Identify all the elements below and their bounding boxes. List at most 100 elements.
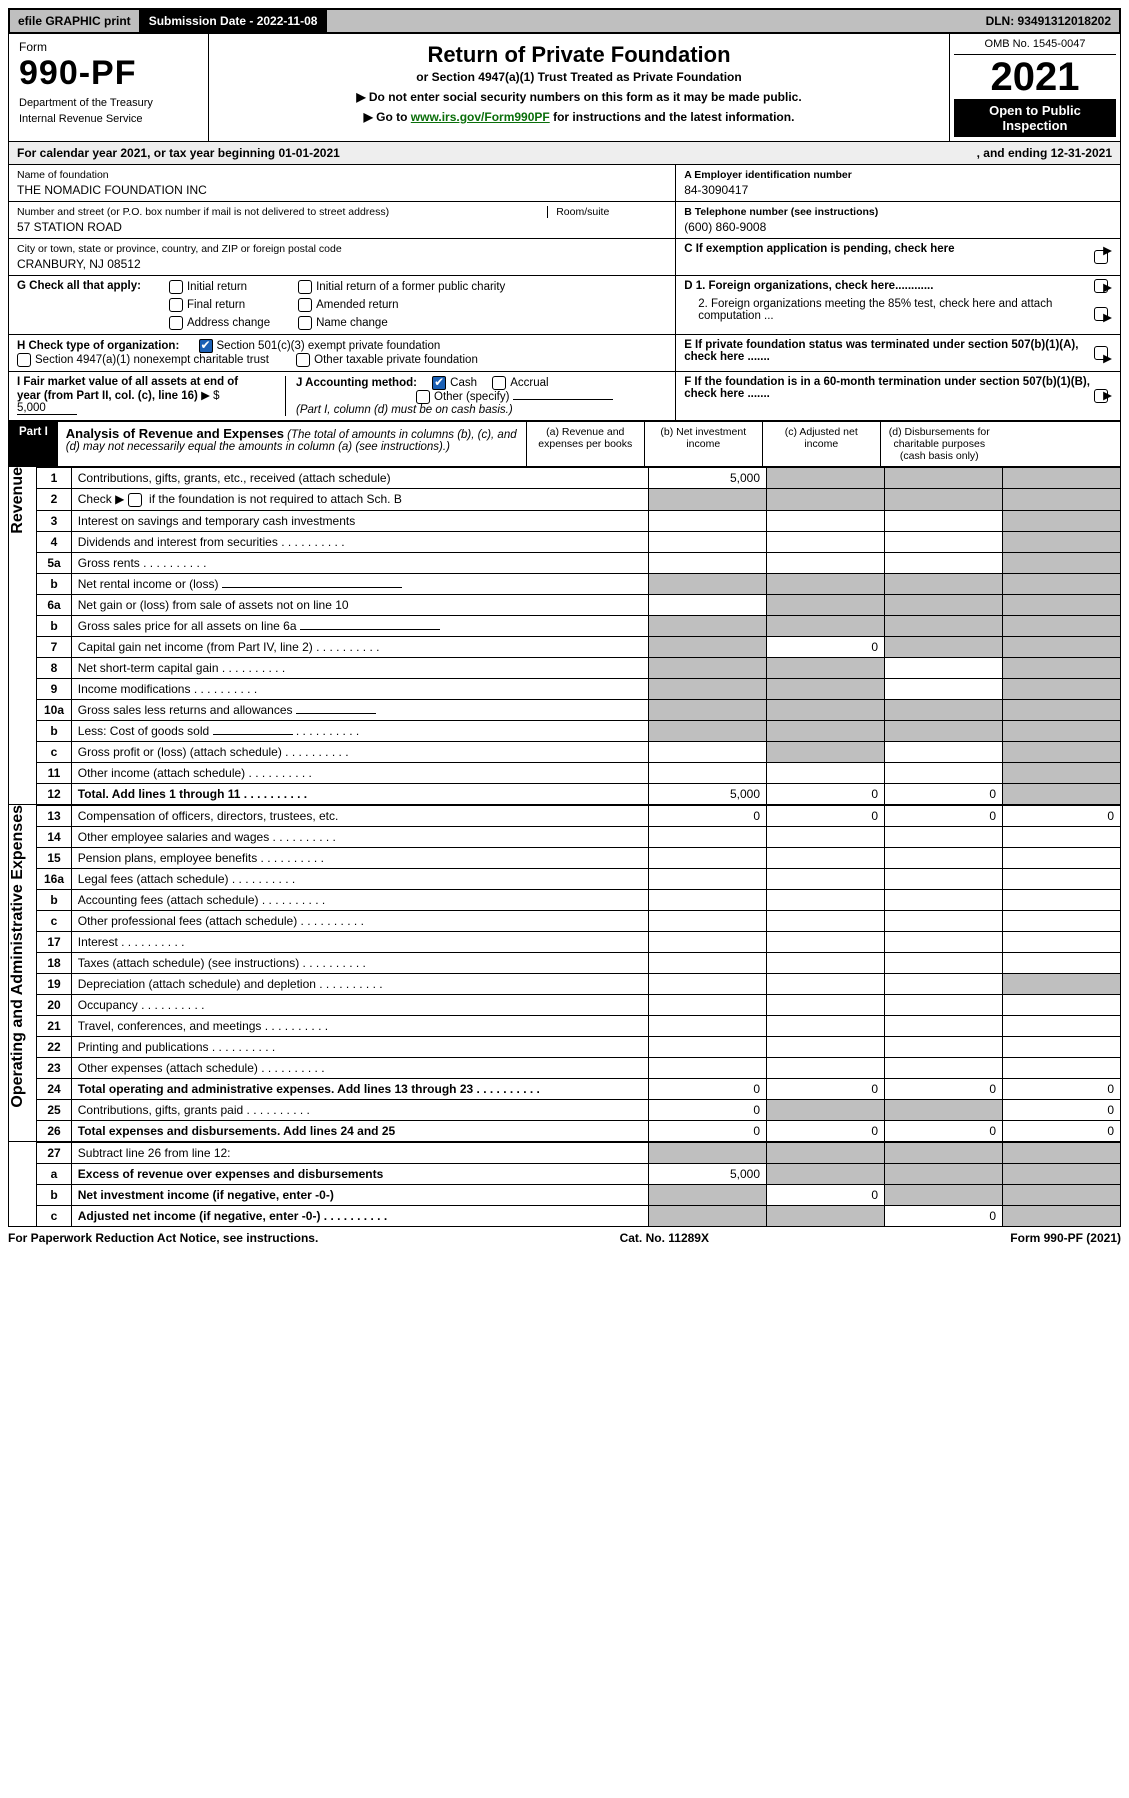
g-opt-initial[interactable]: Initial return — [169, 280, 270, 294]
form-word: Form — [19, 40, 198, 54]
part1-badge: Part I — [9, 422, 58, 466]
efile-topbar: efile GRAPHIC print Submission Date - 20… — [8, 8, 1121, 34]
d2-85pct: 2. Foreign organizations meeting the 85%… — [698, 298, 1052, 322]
row-10a: 10aGross sales less returns and allowanc… — [37, 699, 1120, 720]
g-opt-final[interactable]: Final return — [169, 298, 270, 312]
h-501c3[interactable]: Section 501(c)(3) exempt private foundat… — [199, 340, 441, 352]
d2-checkbox[interactable] — [1094, 307, 1108, 321]
row-16b: bAccounting fees (attach schedule) — [37, 889, 1120, 910]
f-60month: F If the foundation is in a 60-month ter… — [684, 376, 1090, 400]
efile-print[interactable]: efile GRAPHIC print — [10, 10, 141, 32]
part1-header: Part I Analysis of Revenue and Expenses … — [8, 421, 1121, 467]
row-1: 1Contributions, gifts, grants, etc., rec… — [37, 468, 1120, 489]
row-14: 14Other employee salaries and wages — [37, 826, 1120, 847]
form-subtitle: or Section 4947(a)(1) Trust Treated as P… — [217, 70, 941, 84]
row-5b: bNet rental income or (loss) — [37, 573, 1120, 594]
c-exemption: C If exemption application is pending, c… — [684, 243, 954, 255]
i-fmv: 5,000 — [17, 402, 77, 415]
f-checkbox[interactable] — [1094, 389, 1108, 403]
row-5a: 5aGross rents — [37, 552, 1120, 573]
c-checkbox[interactable] — [1094, 250, 1108, 264]
submission-date: Submission Date - 2022-11-08 — [141, 10, 328, 32]
row-8: 8Net short-term capital gain — [37, 657, 1120, 678]
phone-value: (600) 860-9008 — [684, 220, 1112, 234]
ein-value: 84-3090417 — [684, 183, 1112, 197]
paperwork-notice: For Paperwork Reduction Act Notice, see … — [8, 1231, 318, 1245]
row-10c: cGross profit or (loss) (attach schedule… — [37, 741, 1120, 762]
dept-treasury: Department of the Treasury — [19, 97, 198, 109]
col-c-head: (c) Adjusted net income — [762, 422, 880, 466]
form-header: Form 990-PF Department of the Treasury I… — [8, 34, 1121, 142]
j-accrual[interactable]: Accrual — [492, 377, 548, 389]
omb-number: OMB No. 1545-0047 — [954, 38, 1116, 55]
row-11: 11Other income (attach schedule) — [37, 762, 1120, 783]
d1-checkbox[interactable] — [1094, 279, 1108, 293]
g-opt-former[interactable]: Initial return of a former public charit… — [298, 280, 505, 294]
row-7: 7Capital gain net income (from Part IV, … — [37, 636, 1120, 657]
g-opt-address[interactable]: Address change — [169, 316, 270, 330]
irs-label: Internal Revenue Service — [19, 113, 198, 125]
h-4947[interactable]: Section 4947(a)(1) nonexempt charitable … — [17, 354, 269, 366]
row-22: 22Printing and publications — [37, 1036, 1120, 1057]
side-expenses: Operating and Administrative Expenses — [9, 805, 27, 1108]
phone-label: B Telephone number (see instructions) — [684, 206, 1112, 218]
tax-year: 2021 — [954, 57, 1116, 97]
goto-note: Go to www.irs.gov/Form990PF for instruct… — [217, 110, 941, 124]
i-label: I Fair market value of all assets at end… — [17, 376, 238, 402]
row-12: 12Total. Add lines 1 through 115,00000 — [37, 783, 1120, 804]
row-26: 26Total expenses and disbursements. Add … — [37, 1120, 1120, 1141]
j-label: J Accounting method: — [296, 377, 417, 389]
row-15: 15Pension plans, employee benefits — [37, 847, 1120, 868]
row-4: 4Dividends and interest from securities — [37, 531, 1120, 552]
ssn-warning: Do not enter social security numbers on … — [217, 90, 941, 104]
expenses-section: Operating and Administrative Expenses 13… — [8, 805, 1121, 1142]
row-25: 25Contributions, gifts, grants paid00 — [37, 1099, 1120, 1120]
g-opt-name[interactable]: Name change — [298, 316, 505, 330]
row-23: 23Other expenses (attach schedule) — [37, 1057, 1120, 1078]
calyear-end: , and ending 12-31-2021 — [977, 146, 1112, 160]
row-27b: bNet investment income (if negative, ent… — [37, 1184, 1120, 1205]
ein-label: A Employer identification number — [684, 169, 1112, 181]
j-note: (Part I, column (d) must be on cash basi… — [296, 404, 513, 416]
row-21: 21Travel, conferences, and meetings — [37, 1015, 1120, 1036]
street-value: 57 STATION ROAD — [17, 220, 519, 234]
row-18: 18Taxes (attach schedule) (see instructi… — [37, 952, 1120, 973]
col-d-head: (d) Disbursements for charitable purpose… — [880, 422, 998, 466]
calyear-begin: For calendar year 2021, or tax year begi… — [17, 146, 340, 160]
h-other-taxable[interactable]: Other taxable private foundation — [296, 354, 478, 366]
dln: DLN: 93491312018202 — [978, 10, 1119, 32]
d1-foreign: D 1. Foreign organizations, check here..… — [684, 280, 933, 292]
row-27: 27Subtract line 26 from line 12: — [37, 1142, 1120, 1163]
row-6a: 6aNet gain or (loss) from sale of assets… — [37, 594, 1120, 615]
open-to-public: Open to Public Inspection — [954, 99, 1116, 137]
form990pf-link[interactable]: www.irs.gov/Form990PF — [411, 110, 550, 124]
e-checkbox[interactable] — [1094, 346, 1108, 360]
street-label: Number and street (or P.O. box number if… — [17, 206, 519, 218]
cat-no: Cat. No. 11289X — [620, 1231, 709, 1245]
row-10b: bLess: Cost of goods sold — [37, 720, 1120, 741]
part1-title: Analysis of Revenue and Expenses — [66, 426, 284, 441]
row-27a: aExcess of revenue over expenses and dis… — [37, 1163, 1120, 1184]
calendar-year-row: For calendar year 2021, or tax year begi… — [8, 142, 1121, 165]
side-revenue: Revenue — [9, 467, 27, 534]
line27-section: 27Subtract line 26 from line 12: aExcess… — [8, 1142, 1121, 1227]
page-footer: For Paperwork Reduction Act Notice, see … — [8, 1227, 1121, 1249]
schB-checkbox[interactable] — [128, 493, 142, 507]
row-27c: cAdjusted net income (if negative, enter… — [37, 1205, 1120, 1226]
g-opt-amended[interactable]: Amended return — [298, 298, 505, 312]
row-16a: 16aLegal fees (attach schedule) — [37, 868, 1120, 889]
row-19: 19Depreciation (attach schedule) and dep… — [37, 973, 1120, 994]
j-cash[interactable]: Cash — [432, 377, 477, 389]
row-3: 3Interest on savings and temporary cash … — [37, 510, 1120, 531]
row-13: 13Compensation of officers, directors, t… — [37, 805, 1120, 826]
g-label: G Check all that apply: — [17, 280, 141, 292]
revenue-section: Revenue 1Contributions, gifts, grants, e… — [8, 467, 1121, 805]
form-number: 990-PF — [19, 54, 198, 93]
room-label: Room/suite — [556, 206, 667, 218]
foundation-name: THE NOMADIC FOUNDATION INC — [17, 183, 667, 197]
info-grid: Name of foundation THE NOMADIC FOUNDATIO… — [8, 165, 1121, 421]
row-20: 20Occupancy — [37, 994, 1120, 1015]
j-other[interactable]: Other (specify) — [416, 391, 509, 403]
form-page-ref: Form 990-PF (2021) — [1010, 1231, 1121, 1245]
row-2: 2Check ▶ if the foundation is not requir… — [37, 489, 1120, 511]
